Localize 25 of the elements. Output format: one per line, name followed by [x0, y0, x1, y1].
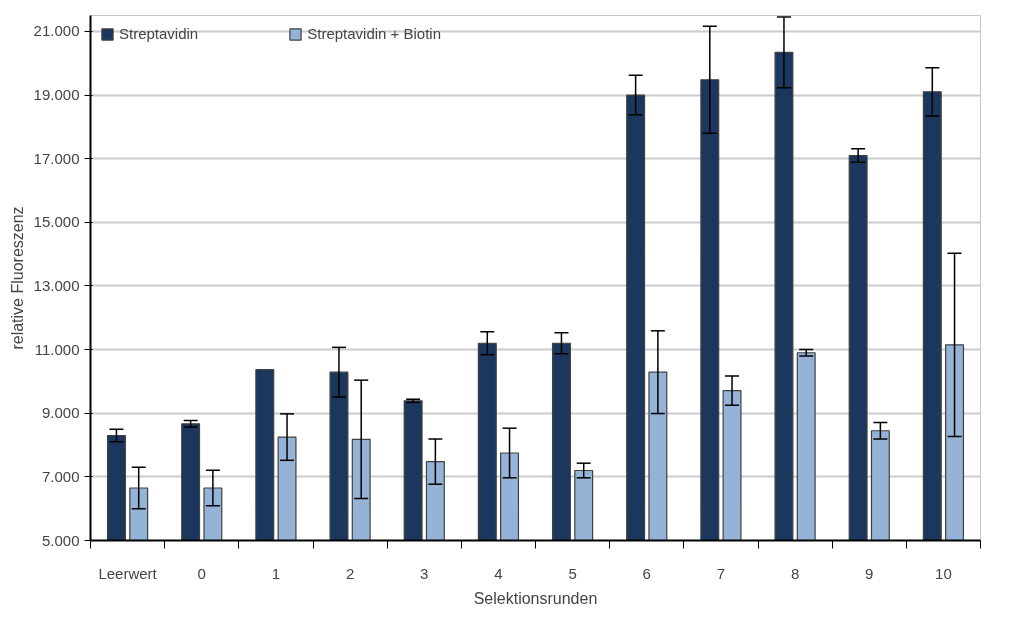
- x-tick-label: 3: [420, 564, 429, 582]
- x-tick-label: 10: [935, 564, 952, 582]
- x-tick-label: 9: [865, 564, 874, 582]
- legend-label: Streptavidin: [119, 25, 199, 42]
- x-tick-label: 8: [790, 564, 800, 582]
- y-tick-label: 17.000: [33, 149, 80, 167]
- x-tick-label: 2: [345, 564, 355, 582]
- x-tick-label: 6: [642, 564, 651, 582]
- x-tick-label: 4: [494, 564, 503, 582]
- y-tick-label: 11.000: [34, 340, 80, 358]
- y-tick-label: 21.000: [33, 22, 80, 40]
- x-tick-label: 5: [568, 564, 577, 582]
- y-tick-label: 19.000: [33, 86, 80, 104]
- x-tick-label: 1: [271, 564, 281, 582]
- x-axis-title: Selektionsrunden: [473, 589, 598, 607]
- y-tick-label: 15.000: [33, 213, 80, 231]
- legend-label: Streptavidin + Biotin: [307, 25, 442, 42]
- y-tick-label: 7.000: [41, 467, 80, 485]
- x-tick-label: 0: [197, 564, 206, 582]
- y-tick-label: 5.000: [41, 531, 80, 549]
- y-tick-label: 9.000: [41, 404, 80, 422]
- y-tick-label: 13.000: [33, 276, 80, 294]
- x-tick-label: 7: [716, 564, 726, 582]
- x-tick-label: Leerwert: [98, 564, 158, 582]
- y-axis-title: relative Fluoreszenz: [8, 206, 26, 350]
